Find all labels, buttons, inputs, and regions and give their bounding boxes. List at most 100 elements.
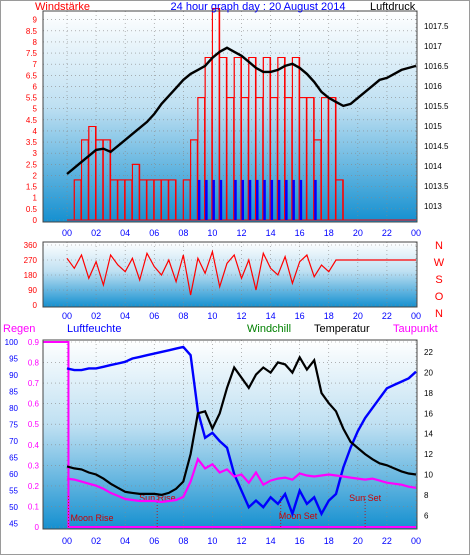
temperature-tick-label: 8 [424, 491, 429, 500]
direction-tick-label: 180 [24, 271, 38, 280]
marker-label: Moon Rise [70, 513, 113, 523]
wind-speed-bar [285, 179, 288, 220]
pressure-tick-label: 1013.5 [424, 182, 449, 191]
time-tick-label: 08 [178, 536, 188, 546]
wind-speed-bar [314, 179, 317, 220]
wind-tick-label: 5.5 [26, 94, 38, 103]
compass-letter: S [435, 274, 442, 286]
wind-tick-label: 4.5 [26, 116, 38, 125]
wind-speed-bar [205, 179, 208, 220]
time-tick-label: 02 [91, 536, 101, 546]
wind-speed-bar [263, 179, 266, 220]
rain-tick-label: 0.5 [28, 420, 40, 429]
time-tick-label: 18 [324, 311, 334, 321]
temperature-axis-ticks: 6 8 10 12 14 16 18 20 22 [424, 348, 433, 520]
wind-tick-label: 1 [33, 194, 38, 203]
rain-tick-label: 0.8 [28, 359, 40, 368]
wind-speed-bar [292, 179, 295, 220]
time-tick-label: 06 [149, 228, 159, 238]
wind-tick-label: 2.5 [26, 160, 38, 169]
wind-tick-label: 0 [33, 216, 38, 225]
time-tick-label: 00 [62, 228, 72, 238]
legend-windchill: Windchill [247, 323, 291, 335]
time-tick-label: 16 [295, 311, 305, 321]
pressure-tick-label: 1016 [424, 82, 442, 91]
pressure-axis-title: Luftdruck [370, 1, 416, 13]
time-tick-label: 14 [266, 311, 276, 321]
time-tick-label: 22 [382, 536, 392, 546]
pressure-tick-label: 1017.5 [424, 22, 449, 31]
wind-tick-label: 3 [33, 149, 38, 158]
sun-moon-markers: Moon Rise Sun Rise Moon Set Sun Set [68, 493, 382, 527]
wind-pressure-plot-area [43, 11, 417, 222]
temp-x-ticks: 00 02 04 06 08 10 12 14 16 18 20 22 00 [62, 536, 421, 546]
compass-letter: N [435, 308, 443, 320]
humidity-line [66, 345, 417, 518]
time-tick-label: 14 [266, 536, 276, 546]
time-tick-label: 00 [411, 311, 421, 321]
wind-speed-bar [270, 179, 274, 220]
pressure-axis-ticks: 1013 1013.5 1014 1014.5 1015 1015.5 1016 1016.5… [424, 22, 449, 211]
rain-tick-label: 0.7 [28, 379, 40, 388]
wind-speed-bar [219, 179, 223, 220]
humidity-tick-label: 70 [9, 437, 18, 446]
wind-tick-label: 7.5 [26, 49, 38, 58]
humidity-tick-label: 90 [9, 371, 18, 380]
time-tick-label: 18 [324, 536, 334, 546]
time-tick-label: 00 [411, 536, 421, 546]
humidity-tick-label: 75 [9, 421, 18, 430]
humidity-tick-label: 80 [9, 404, 18, 413]
wind-tick-label: 8.5 [26, 27, 38, 36]
time-tick-label: 04 [120, 311, 130, 321]
wind-gust-series [67, 8, 416, 221]
time-tick-label: 10 [207, 536, 217, 546]
time-tick-label: 12 [236, 311, 246, 321]
temperature-tick-label: 20 [424, 369, 433, 378]
wind-gust-outline [67, 8, 416, 221]
temperature-line [66, 354, 417, 497]
marker-label: Moon Set [279, 511, 318, 521]
humidity-tick-label: 95 [9, 355, 18, 364]
dewpoint-series [66, 456, 417, 504]
wind-plot-border [42, 10, 418, 223]
wind-tick-label: 9 [33, 16, 38, 25]
wind-tick-label: 3.5 [26, 138, 38, 147]
direction-x-ticks: 00 02 04 06 08 10 12 14 16 18 20 22 00 [62, 311, 421, 321]
wind-x-ticks: 00 02 04 06 08 10 12 14 16 18 20 22 00 [62, 228, 421, 238]
wind-speed-bar [212, 179, 215, 220]
pressure-tick-label: 1015.5 [424, 102, 449, 111]
direction-tick-label: 90 [28, 286, 37, 295]
temperature-tick-label: 12 [424, 450, 433, 459]
wind-speed-bar [248, 179, 252, 220]
time-tick-label: 14 [266, 228, 276, 238]
time-tick-label: 10 [207, 228, 217, 238]
wind-tick-label: 6 [33, 82, 38, 91]
pressure-tick-label: 1017 [424, 42, 442, 51]
time-tick-label: 10 [207, 311, 217, 321]
humidity-tick-label: 85 [9, 388, 18, 397]
wind-tick-label: 5 [33, 105, 38, 114]
time-tick-label: 08 [178, 228, 188, 238]
time-tick-label: 06 [149, 311, 159, 321]
rain-tick-label: 0.1 [28, 502, 40, 511]
legend-temperature: Temperatur [314, 323, 370, 335]
time-tick-label: 12 [236, 228, 246, 238]
legend-dewpoint: Taupunkt [393, 323, 438, 335]
pressure-series [66, 46, 417, 175]
direction-tick-label: 360 [24, 241, 38, 250]
temperature-tick-label: 6 [424, 511, 429, 520]
time-tick-label: 04 [120, 228, 130, 238]
wind-speed-bar [299, 179, 303, 220]
time-tick-label: 02 [91, 311, 101, 321]
wind-tick-label: 2 [33, 171, 38, 180]
temp-humidity-plot-area [43, 340, 417, 529]
time-tick-label: 20 [353, 536, 363, 546]
rain-series [43, 341, 416, 528]
wind-speed-bar [234, 179, 237, 220]
humidity-series [66, 345, 417, 518]
temperature-tick-label: 22 [424, 348, 433, 357]
temperature-tick-label: 18 [424, 389, 433, 398]
pressure-tick-label: 1014.5 [424, 142, 449, 151]
time-tick-label: 22 [382, 311, 392, 321]
